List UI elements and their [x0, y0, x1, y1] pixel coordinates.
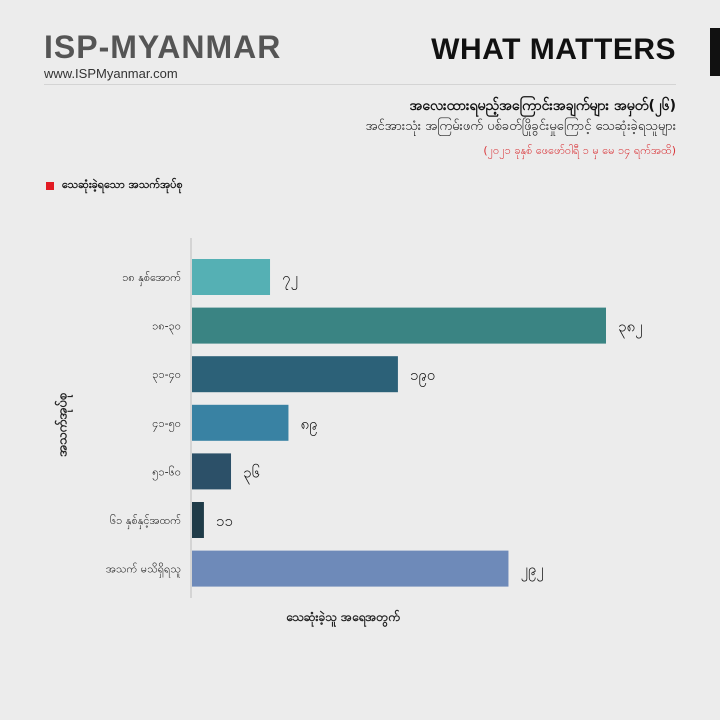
category-label-6: ၆၁ နှစ်နှင့်အထက်	[110, 514, 181, 529]
date-range: (၂၀၂၁ ခုနှစ် ဖေဖော်ဝါရီ ၁ မှ မေ ၁၄ ရက်အထ…	[483, 144, 676, 157]
corner-accent-bar	[710, 28, 720, 76]
value-label-5: ၃၆	[243, 463, 260, 484]
category-label-3: ၃၁-၄၀	[152, 368, 181, 383]
value-label-3: ၁၉၀	[410, 366, 435, 387]
value-label-7: ၂၉၂	[520, 561, 543, 582]
header-divider	[44, 84, 676, 85]
value-label-2: ၃၈၂	[618, 318, 642, 339]
bar-1	[192, 259, 271, 295]
x-axis-label: သေဆုံးခဲ့သူ အရေအတွက်	[286, 610, 400, 624]
category-label-5: ၅၁-၆၀	[152, 465, 181, 480]
bar-3	[192, 356, 398, 393]
brand-logo: ISP-MYANMAR	[44, 29, 282, 65]
bar-7	[192, 550, 509, 587]
legend-label: သေဆုံးခဲ့ရသော အသက်အုပ်စု	[62, 178, 183, 191]
chart-subtitle: အင်အားသုံး အကြမ်းဖက် ပစ်ခတ်ဖြိုခွင်းမှုက…	[365, 119, 677, 134]
y-axis-label: အသက်အုပ်စု	[55, 393, 71, 457]
chart-title: အလေးထားရမည့်အကြောင်းအချက်များ အမှတ်(၂၆)	[409, 98, 676, 114]
category-label-7: အသက် မသိရှိရသူ	[106, 563, 182, 578]
headline-block: အလေးထားရမည့်အကြောင်းအချက်များ အမှတ်(၂၆) …	[366, 96, 677, 161]
bar-4	[192, 404, 289, 441]
category-label-1: ၁၈ နှစ်အောက်	[122, 271, 181, 286]
value-label-1: ၇၂	[282, 269, 298, 290]
legend: သေဆုံးခဲ့ရသော အသက်အုပ်စု	[46, 178, 183, 194]
category-label-2: ၁၈-၃၀	[152, 320, 181, 335]
brand-url: www.ISPMyanmar.com	[44, 66, 178, 81]
bar-2	[192, 307, 606, 344]
bar-6	[192, 502, 204, 538]
tagline: WHAT MATTERS	[431, 33, 676, 66]
value-label-6: ၁၁	[216, 512, 233, 530]
value-label-4: ၈၉	[300, 415, 317, 436]
brand-block: ISP-MYANMAR www.ISPMyanmar.com	[44, 30, 281, 81]
legend-swatch	[46, 182, 54, 190]
bar-5	[192, 453, 232, 490]
category-label-4: ၄၁-၅၀	[152, 417, 181, 432]
